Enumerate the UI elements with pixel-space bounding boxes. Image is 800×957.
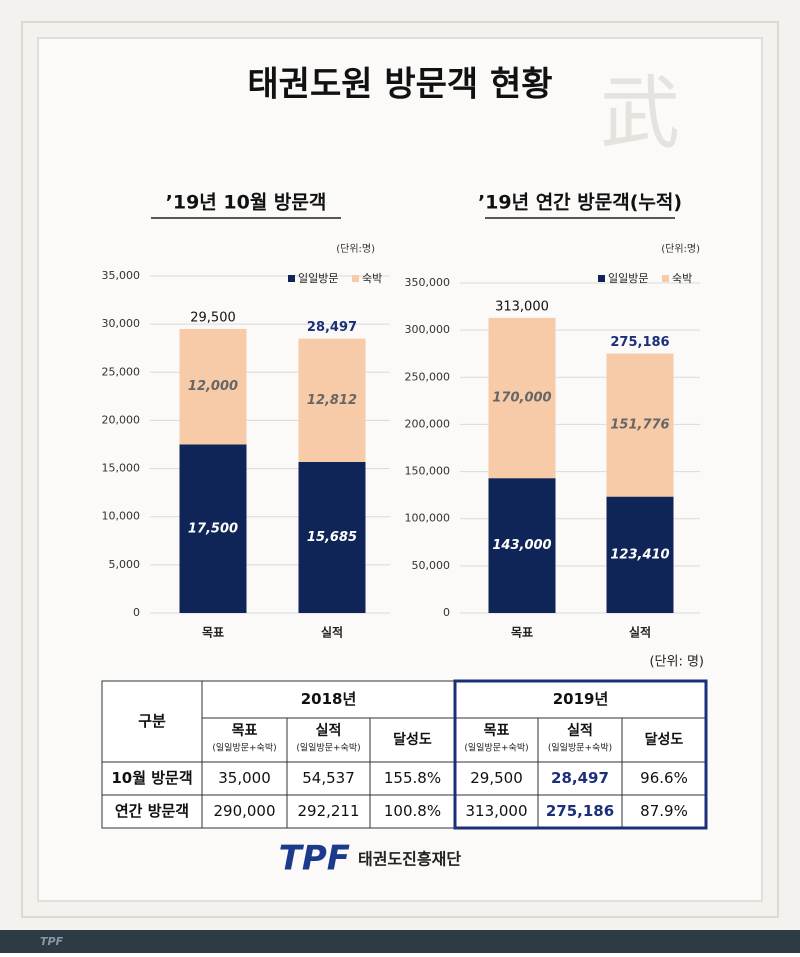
- column-note: (일일방문+숙박): [296, 743, 360, 754]
- table-cell: 54,537: [302, 769, 355, 787]
- legend-swatch: [288, 275, 295, 282]
- table-cell: 290,000: [213, 802, 275, 820]
- y-tick-label: 30,000: [102, 317, 141, 330]
- legend-label: 일일방문: [298, 271, 338, 285]
- y-tick-label: 10,000: [102, 510, 141, 523]
- bar-segment: [488, 317, 556, 479]
- y-tick-label: 0: [443, 606, 450, 619]
- decoration: 武: [600, 67, 680, 160]
- y-tick-label: 200,000: [405, 417, 451, 430]
- table-cell: 87.9%: [640, 802, 688, 820]
- highlight-box: [453, 679, 708, 830]
- charts: ’19년 10월 방문객 (단위:명) 0 5,000 10,000 15,000 20,0…: [102, 192, 701, 640]
- y-tick-label: 15,000: [102, 462, 141, 475]
- total-label: 275,186: [610, 335, 669, 350]
- table-cell: 29,500: [470, 769, 523, 787]
- y-tick-label: 0: [133, 606, 140, 619]
- table-cell: 292,211: [297, 802, 359, 820]
- y-tick-label: 100,000: [405, 512, 451, 525]
- segment-label: 143,000: [492, 538, 551, 553]
- table-cell: 313,000: [465, 802, 527, 820]
- segment-label: 12,000: [188, 379, 238, 394]
- legend-label: 숙박: [362, 272, 382, 285]
- total-label: 29,500: [190, 310, 236, 325]
- y-tick-label: 150,000: [405, 465, 451, 478]
- y-tick-label: 20,000: [102, 413, 141, 426]
- row-header: 10월 방문객: [111, 769, 192, 787]
- y-tick-label: 5,000: [109, 558, 141, 571]
- table-cell: 155.8%: [384, 769, 441, 787]
- bar-segment: [298, 338, 366, 462]
- logo: TPF: [279, 839, 350, 879]
- legend-label: 숙박: [672, 272, 692, 285]
- chart: ’19년 10월 방문객 (단위:명) 0 5,000 10,000 15,000 20,0…: [102, 192, 390, 640]
- row-header: 연간 방문객: [115, 802, 189, 820]
- column-header: 달성도: [393, 732, 432, 748]
- total-label: 313,000: [495, 299, 549, 314]
- bar-segment: [488, 478, 556, 613]
- bar-segment: [298, 461, 366, 613]
- x-tick-label: 실적: [321, 625, 343, 640]
- column-header: 실적: [316, 722, 342, 739]
- bottom-bar: [0, 930, 800, 953]
- segment-label: 170,000: [492, 391, 551, 406]
- y-tick-label: 250,000: [405, 370, 451, 383]
- x-tick-label: 목표: [511, 626, 533, 640]
- column-header: 목표: [484, 723, 510, 739]
- column-header: 달성도: [645, 732, 684, 748]
- segment-label: 15,685: [307, 530, 357, 545]
- segment-label: 151,776: [610, 418, 669, 433]
- chart-title: ’19년 10월 방문객: [166, 192, 327, 214]
- x-tick-label: 목표: [202, 626, 224, 640]
- column-note: (일일방문+숙박): [548, 743, 612, 754]
- table-corner: 구분: [138, 712, 166, 730]
- bar-segment: [606, 496, 674, 613]
- year-header: 2018년: [301, 690, 357, 708]
- unit-label: (단위:명): [661, 242, 700, 255]
- table-cell: 35,000: [218, 769, 271, 787]
- table-cell: 28,497: [551, 769, 609, 787]
- y-tick-label: 25,000: [102, 365, 141, 378]
- unit-label: (단위:명): [336, 242, 375, 255]
- page-title: 태권도원 방문객 현황: [247, 65, 552, 105]
- segment-label: 123,410: [610, 547, 669, 562]
- bottom-logo: TPF: [40, 935, 64, 948]
- bar-segment: [606, 353, 674, 497]
- legend-swatch: [662, 275, 669, 282]
- year-header: 2019년: [553, 690, 609, 708]
- org-name: 태권도진흥재단: [358, 850, 461, 869]
- column-note: (일일방문+숙박): [464, 743, 528, 754]
- table-cell: 96.6%: [640, 769, 688, 787]
- bar-segment: [179, 444, 247, 613]
- column-note: (일일방문+숙박): [212, 743, 276, 754]
- chart: ’19년 연간 방문객(누적) (단위:명) 0 50,000 100,000 150,0…: [405, 192, 701, 640]
- legend-swatch: [352, 275, 359, 282]
- y-tick-label: 35,000: [102, 269, 141, 282]
- legend-swatch: [598, 275, 605, 282]
- x-tick-label: 실적: [629, 625, 651, 640]
- y-tick-label: 300,000: [405, 323, 451, 336]
- y-tick-label: 350,000: [405, 276, 451, 289]
- segment-label: 17,500: [188, 521, 238, 536]
- bar-segment: [179, 328, 247, 445]
- column-header: 목표: [232, 723, 258, 739]
- column-header: 실적: [567, 722, 593, 739]
- segment-label: 12,812: [307, 393, 357, 408]
- total-label: 28,497: [307, 320, 357, 335]
- legend-label: 일일방문: [608, 271, 648, 285]
- frame: [21, 21, 779, 918]
- chart-title: ’19년 연간 방문객(누적): [478, 192, 682, 214]
- table-cell: 100.8%: [384, 802, 441, 820]
- table-unit: (단위: 명): [649, 655, 704, 670]
- y-tick-label: 50,000: [412, 559, 451, 572]
- table-cell: 275,186: [546, 802, 614, 820]
